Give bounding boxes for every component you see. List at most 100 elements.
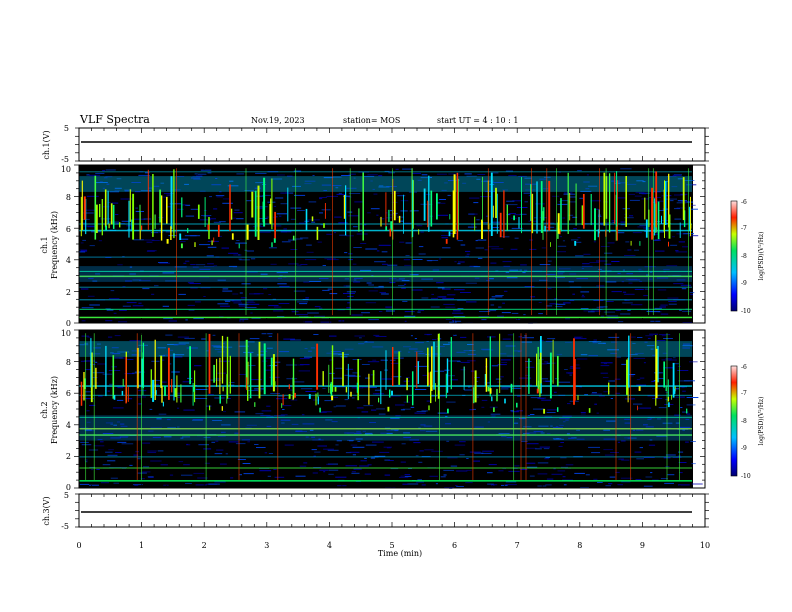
ch2-noise-speck [681, 387, 685, 389]
ch2-noise-speck [558, 381, 571, 383]
ch1-noise-speck [627, 249, 632, 251]
ch2-noise-speck [136, 384, 145, 386]
ch1-noise-speck [294, 194, 306, 196]
date-label: Nov.19, 2023 [251, 116, 305, 125]
ch2-noise-speck [410, 335, 413, 337]
ch1-noise-speck [80, 222, 86, 224]
ch2-noise-speck [380, 432, 387, 434]
ch2-noise-speck [647, 419, 652, 420]
ch1-noise-speck [620, 221, 626, 223]
ch2-noise-speck [124, 373, 135, 375]
ch2-noise-speck [91, 469, 94, 471]
ch2-noise-speck [526, 443, 539, 445]
ch1-noise-speck [233, 302, 243, 304]
ch1-noise-speck [158, 262, 168, 263]
ch1-noise-speck [676, 202, 687, 204]
ch1-noise-speck [425, 193, 431, 195]
ch2-noise-speck [278, 395, 285, 397]
ch1-noise-speck [475, 240, 478, 242]
ch1-noise-speck [505, 170, 513, 172]
ch2-noise-speck [644, 341, 648, 343]
ch2-noise-speck [491, 365, 499, 367]
ch1-noise-speck [239, 292, 243, 294]
ch2-noise-speck [620, 477, 633, 479]
ch2-noise-speck [618, 458, 624, 460]
ch2-noise-speck [489, 406, 498, 408]
ch2-noise-speck [608, 336, 620, 338]
ch1-noise-speck [102, 187, 106, 189]
ch2-noise-speck [649, 439, 653, 441]
ch2-noise-speck [264, 369, 275, 371]
ch2-noise-speck [312, 472, 318, 474]
ch2-noise-speck [559, 417, 570, 419]
ch2-noise-speck [415, 455, 419, 457]
ch2-noise-speck [173, 344, 179, 346]
ch1-noise-speck [457, 308, 464, 309]
figure-title: VLF Spectra [79, 113, 150, 126]
ch1-noise-speck [135, 207, 138, 209]
ch1-noise-speck [503, 265, 511, 267]
ch2-freq-band [79, 394, 692, 396]
ch1-noise-speck [490, 304, 495, 306]
ch1-noise-speck [567, 201, 576, 203]
ch2-noise-speck [290, 339, 301, 341]
ch1-noise-speck [400, 200, 409, 202]
ch1-noise-speck [132, 279, 142, 281]
ch2-noise-speck [491, 484, 495, 486]
ch1-noise-speck [615, 309, 621, 311]
ch1-noise-speck [222, 288, 229, 290]
ch2-noise-speck [487, 421, 490, 423]
ch2-noise-speck [117, 387, 124, 389]
ch1-noise-speck [190, 264, 196, 266]
ch1-noise-speck [244, 190, 255, 191]
ch2-noise-speck [303, 462, 308, 464]
ch2-noise-speck [580, 354, 588, 356]
ch1-noise-speck [335, 187, 339, 189]
ch1-noise-speck [412, 172, 421, 174]
ch2-noise-speck [501, 484, 508, 486]
ch1-noise-speck [606, 315, 619, 317]
ch1-noise-speck [515, 319, 521, 320]
ch2-noise-speck [672, 457, 682, 458]
ch1-noise-speck [492, 182, 504, 183]
ch1-noise-speck [262, 194, 271, 196]
ch2-noise-speck [617, 441, 620, 443]
ch1-noise-speck [89, 304, 100, 306]
ch2-noise-speck [184, 337, 195, 339]
ch1-noise-speck [162, 272, 175, 274]
ch2-noise-speck [180, 437, 184, 439]
ch2-noise-speck [453, 334, 457, 336]
ch1-noise-speck [598, 268, 602, 270]
ch2-noise-speck [525, 432, 537, 434]
ch2-noise-speck [176, 343, 186, 345]
ch1-noise-speck [314, 306, 321, 308]
ch1-noise-speck [370, 180, 373, 182]
ch2-noise-speck [217, 372, 227, 374]
ch2-noise-speck [142, 471, 151, 473]
ch2-noise-speck [481, 406, 485, 408]
ch1-noise-speck [457, 240, 463, 242]
ch2-noise-speck [554, 391, 557, 393]
ch1-noise-speck [246, 250, 254, 252]
ch1-noise-speck [546, 273, 556, 275]
axis-ticks [74, 127, 709, 528]
ch2-noise-speck [490, 413, 501, 415]
ch2-noise-speck [487, 483, 494, 485]
ch2-noise-speck [227, 398, 231, 399]
ch1-noise-speck [374, 261, 386, 263]
ch2-noise-speck [100, 441, 104, 443]
ch2-noise-speck [365, 432, 373, 434]
ch2-noise-speck [443, 474, 447, 476]
ch1-noise-speck [405, 255, 410, 257]
ch2-noise-speck [89, 353, 101, 355]
ch1-noise-speck [236, 173, 245, 175]
ch1-noise-speck [225, 300, 231, 302]
ch1-noise-speck [443, 303, 455, 305]
ch2-noise-speck [576, 438, 585, 440]
ch1-noise-speck [666, 265, 678, 267]
ch1-noise-speck [277, 174, 285, 176]
ch2-noise-speck [117, 441, 127, 443]
ch2-noise-speck [282, 409, 285, 410]
ch2-noise-speck [447, 457, 458, 459]
ch1-noise-speck [617, 272, 621, 274]
